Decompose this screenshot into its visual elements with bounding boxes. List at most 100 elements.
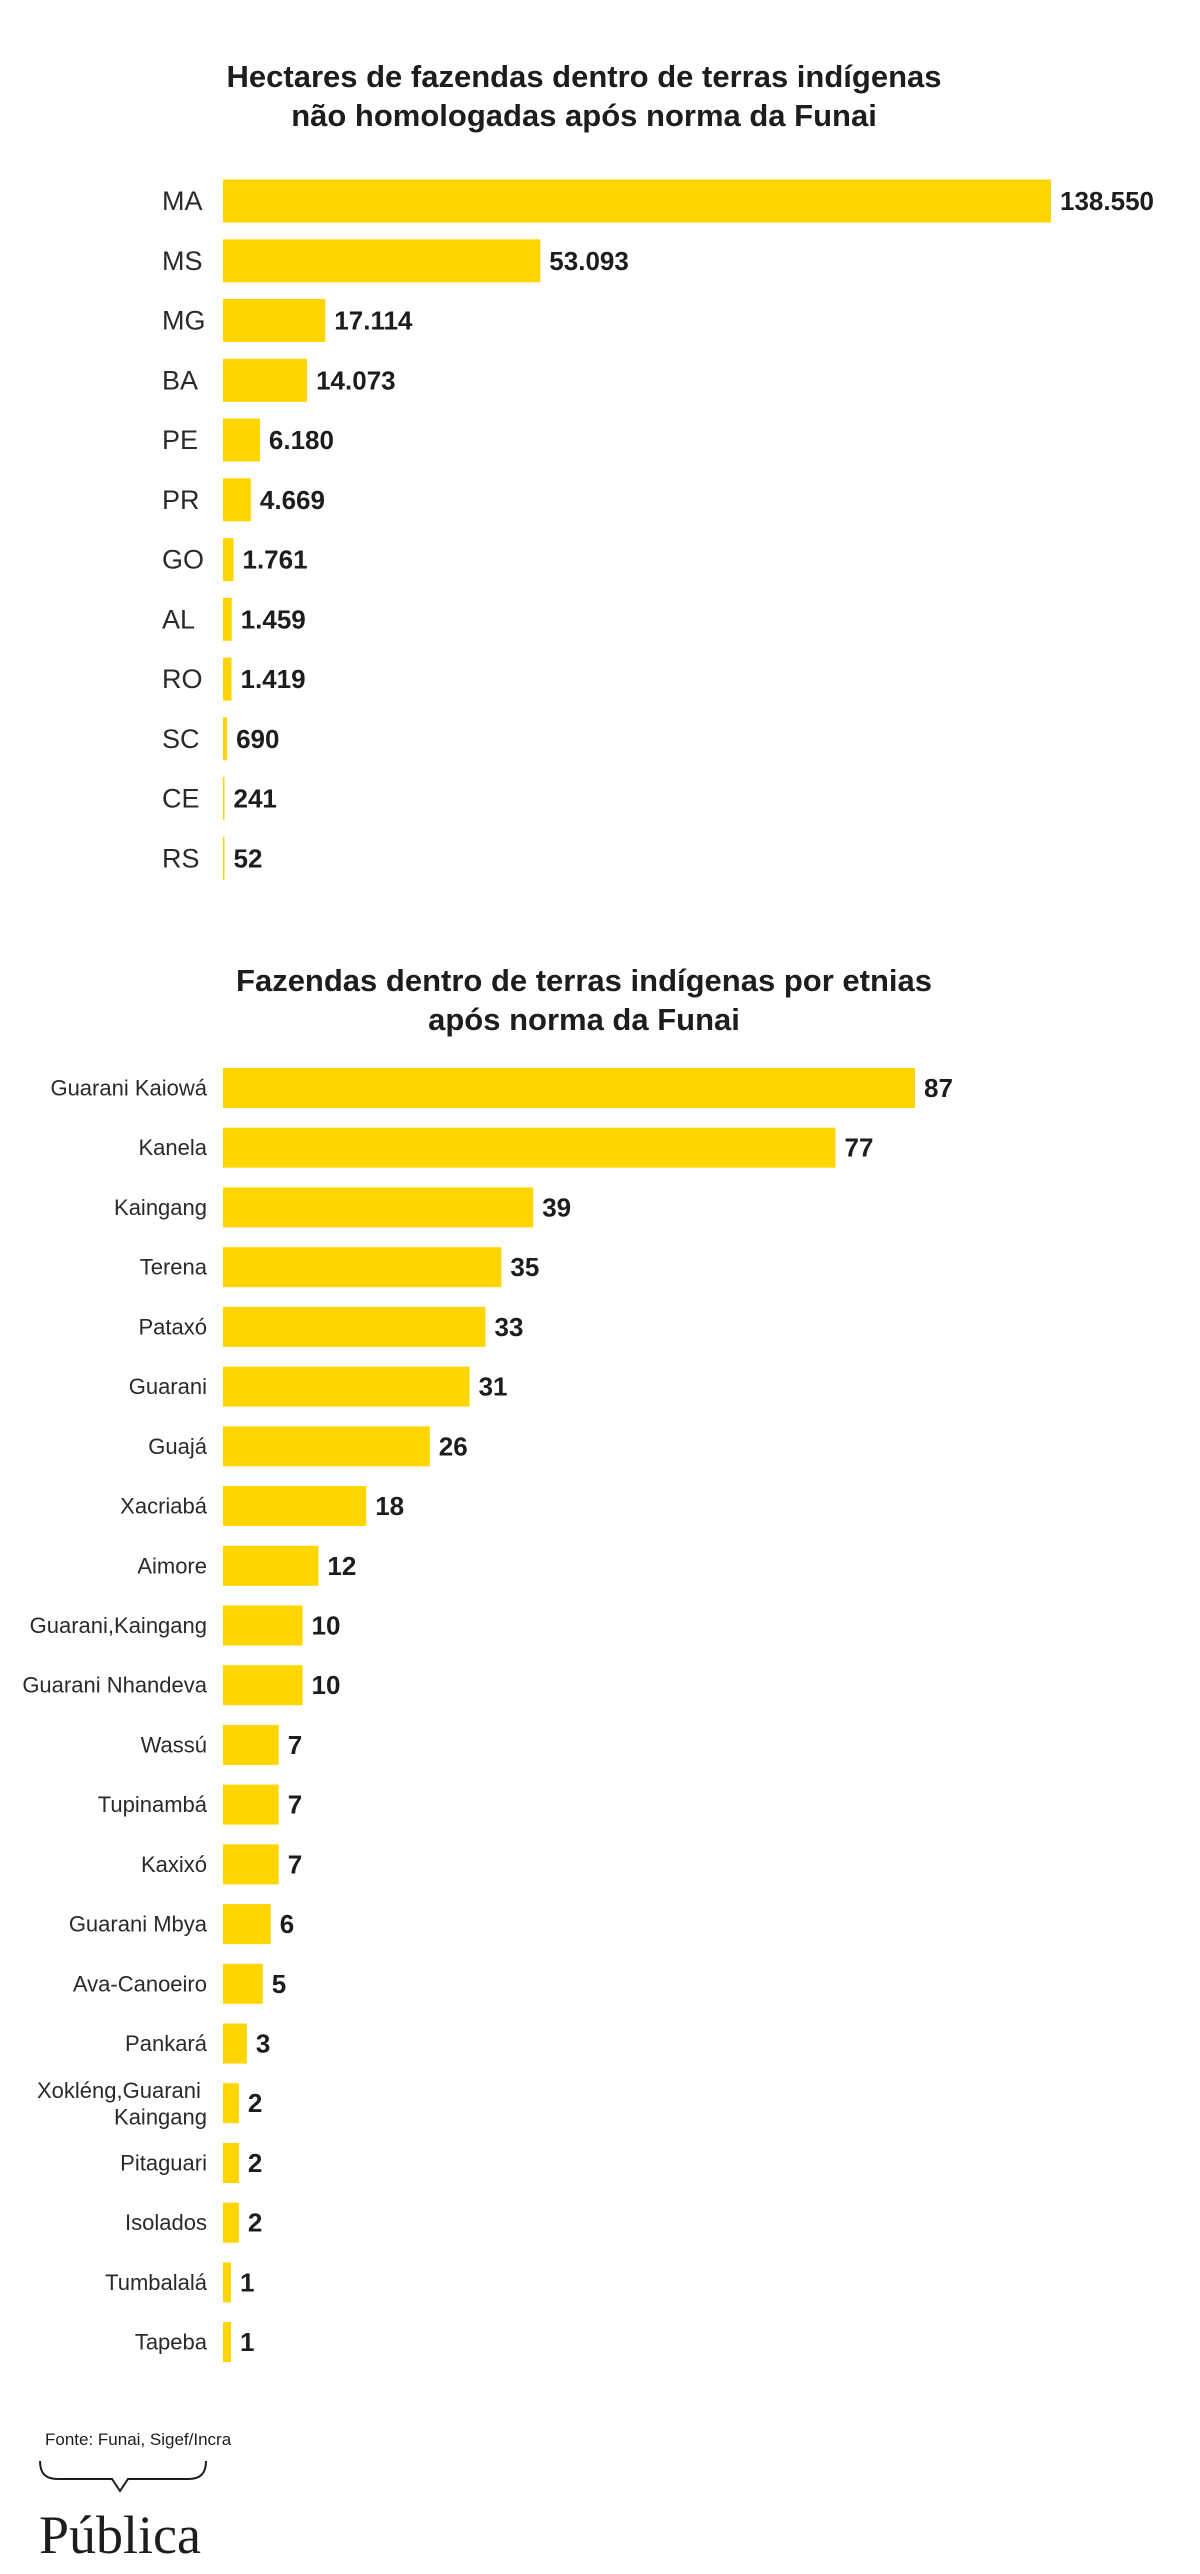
category-label-al: AL (162, 604, 195, 634)
category-label-pankara: Pankará (125, 2031, 208, 2056)
category-label-go: GO (162, 545, 204, 575)
category-label-wassu: Wassú (141, 1732, 207, 1757)
value-label-go: 1.761 (243, 545, 308, 575)
bar-xacriaba (223, 1486, 367, 1526)
value-label-pataxo: 33 (495, 1312, 524, 1342)
bar-go (223, 538, 234, 582)
category-label-kaingang: Kaingang (114, 1195, 207, 1220)
value-label-isolados: 2 (248, 2208, 262, 2238)
category-label-kaxixo: Kaxixó (141, 1852, 207, 1877)
value-label-ms: 53.093 (549, 246, 629, 276)
bar-ma (223, 179, 1051, 223)
logo-wordmark: Pública (39, 2505, 201, 2565)
bar-tupinamba (223, 1784, 279, 1825)
category-label-rs: RS (162, 843, 200, 873)
value-label-kanela: 77 (845, 1133, 874, 1163)
value-label-ba: 14.073 (316, 365, 396, 395)
value-label-guarani-mbya: 6 (280, 1909, 294, 1939)
value-label-ce: 241 (234, 784, 277, 814)
speech-bracket-icon (39, 2460, 207, 2493)
bar-terena (223, 1247, 502, 1288)
category-label-ma: MA (162, 186, 203, 216)
category-label-ba: BA (162, 365, 198, 395)
value-label-ava-canoeiro: 5 (272, 1969, 286, 1999)
bar-guarani (223, 1366, 470, 1407)
bar-ro (223, 657, 232, 701)
value-label-aimore: 12 (327, 1551, 356, 1581)
category-label-ms: MS (162, 246, 203, 276)
category-label-ava-canoeiro: Ava-Canoeiro (73, 1971, 207, 1996)
chart-2-marks: Guarani Kaiowá 87 Kanela 77 Kaingang 39 Terena… (22, 1068, 953, 2363)
bar-al (223, 597, 232, 641)
bar-aimore (223, 1545, 319, 1586)
value-label-ro: 1.419 (241, 664, 306, 694)
category-label-tapeba: Tapeba (135, 2330, 208, 2355)
value-label-guarani: 31 (479, 1372, 508, 1402)
value-label-xokleng-guarani-kaingang: 2 (248, 2088, 262, 2118)
category-label-tumbalala: Tumbalalá (105, 2270, 208, 2295)
value-label-pe: 6.180 (269, 425, 334, 455)
value-label-guarani-kaingang: 10 (312, 1611, 341, 1641)
bar-ce (223, 777, 225, 821)
bar-pataxo (223, 1306, 486, 1347)
bar-ba (223, 358, 308, 402)
category-label-xacriaba: Xacriabá (120, 1494, 208, 1519)
bar-sc (223, 717, 228, 761)
bar-pankara (223, 2023, 247, 2064)
bar-tumbalala (223, 2262, 231, 2303)
category-label-guarani-nhandeva: Guarani Nhandeva (22, 1673, 207, 1698)
value-label-tapeba: 1 (240, 2327, 254, 2357)
bar-guarani-kaiowa (223, 1068, 915, 1108)
bar-guarani-nhandeva (223, 1665, 303, 1706)
bar-kaxixo (223, 1844, 279, 1885)
category-label-sc: SC (162, 724, 200, 754)
bar-pitaguari (223, 2143, 239, 2183)
bar-xokleng-guarani-kaingang (223, 2083, 239, 2124)
category-label-kanela: Kanela (138, 1135, 207, 1160)
publica-logo: Pública (39, 2460, 207, 2565)
value-label-mg: 17.114 (334, 306, 413, 336)
category-label-ro: RO (162, 664, 203, 694)
category-label-pitaguari: Pitaguari (120, 2151, 207, 2176)
chart-2-title: Fazendas dentro de terras indígenas por … (236, 963, 932, 1037)
bar-rs (223, 836, 225, 880)
category-label-tupinamba: Tupinambá (98, 1792, 208, 1817)
value-label-tumbalala: 1 (240, 2267, 254, 2297)
category-label-pataxo: Pataxó (139, 1314, 208, 1339)
bar-isolados (223, 2202, 239, 2243)
category-label-xokleng-guarani-kaingang: Xokléng,Guarani Kaingang (37, 2078, 207, 2129)
value-label-kaingang: 39 (542, 1192, 571, 1222)
value-label-sc: 690 (236, 724, 279, 754)
value-label-terena: 35 (510, 1252, 539, 1282)
bar-kaingang (223, 1187, 534, 1228)
category-label-aimore: Aimore (137, 1553, 207, 1578)
value-label-guaja: 26 (439, 1431, 468, 1461)
value-label-ma: 138.550 (1060, 186, 1154, 216)
chart-1-title: Hectares de fazendas dentro de terras in… (226, 59, 942, 133)
chart-1-marks: MA 138.550 MS 53.093 MG 17.114 BA 14.073 PE 6.180… (162, 179, 1154, 880)
category-label-guaja: Guajá (148, 1434, 207, 1459)
value-label-guarani-kaiowa: 87 (924, 1073, 953, 1103)
category-label-isolados: Isolados (125, 2210, 207, 2235)
bar-guarani-kaingang (223, 1605, 303, 1646)
category-label-ce: CE (162, 784, 200, 814)
value-label-tupinamba: 7 (288, 1790, 302, 1820)
value-label-al: 1.459 (241, 604, 306, 634)
bar-guarani-mbya (223, 1904, 271, 1945)
category-label-guarani-kaiowa: Guarani Kaiowá (50, 1076, 207, 1101)
category-label-mg: MG (162, 306, 206, 336)
bar-kanela (223, 1127, 836, 1168)
category-label-guarani-mbya: Guarani Mbya (69, 1912, 208, 1937)
value-label-guarani-nhandeva: 10 (312, 1670, 341, 1700)
category-label-pr: PR (162, 485, 200, 515)
bar-pe (223, 418, 260, 462)
category-label-guarani-kaingang: Guarani,Kaingang (30, 1613, 207, 1638)
value-label-xacriaba: 18 (375, 1491, 404, 1521)
bar-ms (223, 239, 541, 283)
category-label-terena: Terena (140, 1255, 208, 1280)
value-label-rs: 52 (234, 843, 263, 873)
source-note: Fonte: Funai, Sigef/Incra (45, 2430, 232, 2449)
bar-tapeba (223, 2322, 231, 2363)
